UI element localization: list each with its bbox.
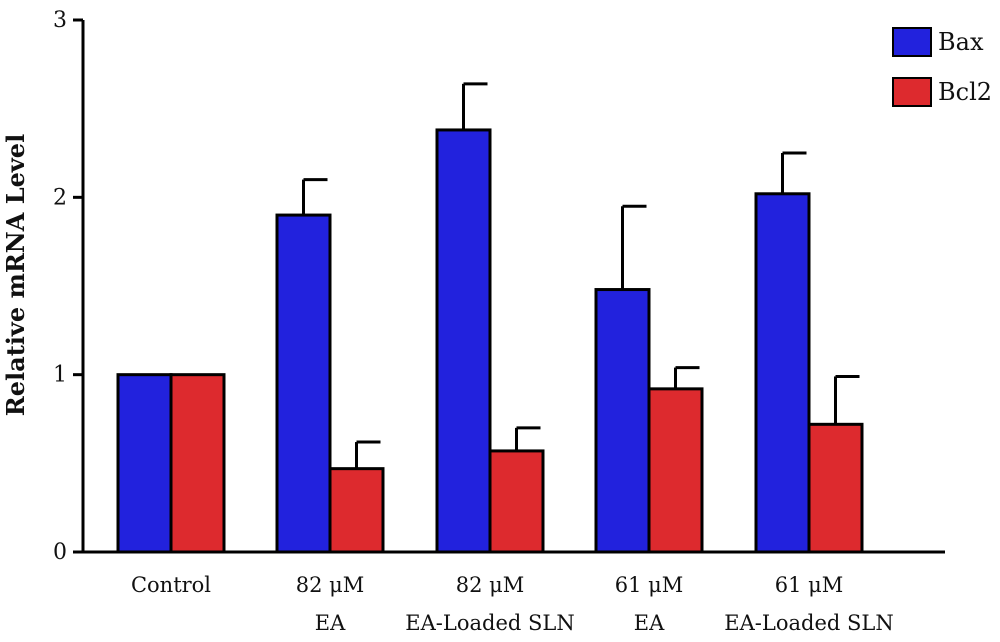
y-tick-label: 2 [53, 185, 67, 210]
legend-label-bcl2: Bcl2 [938, 78, 992, 106]
category-label: 82 μM [296, 573, 365, 597]
y-axis-label: Relative mRNA Level [1, 134, 30, 416]
bar-bax [116, 373, 173, 554]
bar-bax [435, 128, 492, 554]
bar-bax [275, 213, 332, 554]
bar-bcl2 [807, 422, 864, 554]
y-tick-label: 1 [53, 363, 67, 388]
bar-bax [754, 192, 811, 554]
bar-bcl2 [647, 387, 704, 554]
bar-bcl2 [488, 449, 545, 554]
bar-bcl2 [169, 373, 226, 554]
category-label: 82 μM [456, 573, 525, 597]
category-label: 61 μM [615, 573, 684, 597]
legend-swatch-bcl2 [892, 77, 932, 107]
category-label: EA-Loaded SLN [405, 611, 574, 635]
legend-swatch-bax [892, 27, 932, 57]
y-axis: 0 1 2 3 [53, 8, 85, 565]
y-tick-label: 3 [53, 8, 67, 33]
category-label: Control [131, 573, 211, 597]
category-label: EA [315, 611, 346, 635]
bar-bcl2 [328, 467, 385, 554]
category-labels: Control 82 μM EA 82 μM EA-Loaded SLN 61 μM EA 6… [131, 573, 894, 635]
category-label: EA [634, 611, 665, 635]
bars [116, 82, 864, 554]
category-label: 61 μM [775, 573, 844, 597]
category-label: EA-Loaded SLN [724, 611, 893, 635]
legend-label-bax: Bax [938, 28, 984, 56]
bar-bax [594, 288, 651, 554]
y-axis-label-group: Relative mRNA Level [1, 134, 30, 416]
legend: Bax Bcl2 [892, 27, 992, 107]
y-tick-label: 0 [53, 540, 67, 565]
